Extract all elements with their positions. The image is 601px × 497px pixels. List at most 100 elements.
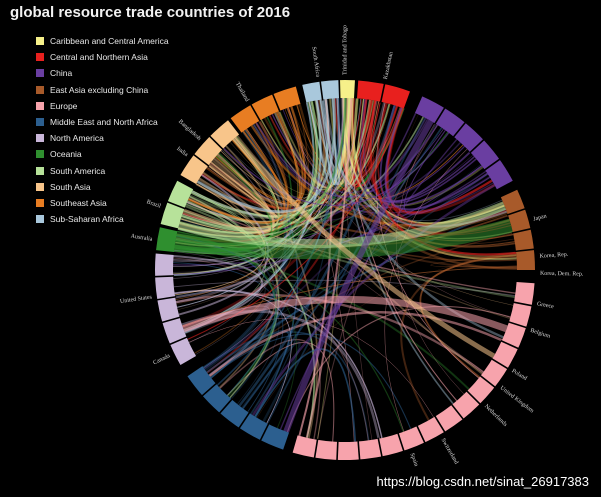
region-arc: [156, 227, 178, 253]
region-arc: [356, 80, 410, 109]
trade-ribbon: [208, 311, 503, 377]
arc-divider: [161, 316, 181, 324]
trade-ribbon-major: [283, 119, 434, 433]
watermark: https://blog.csdn.net/sinat_26917383: [376, 474, 590, 489]
trade-ribbon: [191, 145, 465, 223]
trade-ribbon: [251, 184, 496, 416]
legend-item: Caribbean and Central America: [36, 33, 169, 49]
arcs-layer: [154, 80, 536, 461]
legend-swatch: [36, 118, 44, 127]
trade-ribbon: [269, 115, 515, 245]
legend-item: Central and Northern Asia: [36, 49, 169, 65]
trade-ribbon: [286, 305, 511, 433]
trade-ribbon: [210, 173, 489, 379]
region-arc: [340, 80, 355, 99]
country-label: Kazakhstan: [383, 51, 395, 80]
trade-ribbon: [236, 135, 483, 375]
trade-ribbon: [209, 142, 461, 213]
country-label: South Africa: [310, 46, 321, 78]
trade-ribbon: [198, 178, 279, 389]
trade-ribbon: [220, 101, 318, 201]
legend-label: China: [50, 68, 73, 79]
legend-swatch: [36, 69, 44, 78]
legend-item: Middle East and North Africa: [36, 114, 169, 130]
country-label: Greece: [536, 301, 554, 310]
arc-divider: [379, 83, 386, 103]
country-label: United States: [120, 294, 153, 305]
region-arc: [414, 96, 513, 190]
arc-divider: [479, 374, 497, 389]
legend-label: Oceania: [50, 149, 82, 160]
trade-ribbon-major: [182, 295, 508, 333]
country-label: Spain: [409, 452, 419, 467]
trade-ribbon: [207, 161, 279, 218]
arc-divider: [259, 422, 270, 442]
trade-ribbon: [266, 117, 426, 424]
country-label: Belgium: [529, 328, 551, 340]
arc-divider: [201, 382, 218, 397]
country-label: Netherlands: [483, 404, 508, 429]
legend-item: South America: [36, 163, 169, 179]
chart-title: global resource trade countries of 2016: [10, 4, 291, 21]
trade-ribbon: [174, 290, 292, 424]
region-arc: [302, 80, 339, 103]
arc-divider: [377, 437, 383, 458]
arc-divider: [319, 80, 324, 101]
legend: Caribbean and Central America Central and…: [36, 33, 169, 227]
trade-ribbon: [242, 127, 443, 410]
legend-swatch: [36, 37, 44, 46]
country-label: India: [175, 146, 189, 158]
arc-divider: [469, 138, 485, 154]
arc-divider: [166, 200, 186, 210]
legend-label: North America: [50, 133, 104, 144]
trade-ribbon: [177, 98, 345, 308]
region-arc: [160, 180, 194, 229]
trade-ribbon: [175, 111, 298, 300]
trade-ribbon: [185, 116, 424, 225]
trade-ribbon: [176, 98, 329, 308]
legend-label: South Asia: [50, 181, 91, 192]
arc-divider: [156, 295, 177, 301]
arc-divider: [192, 153, 210, 167]
legend-swatch: [36, 198, 44, 207]
trade-ribbon: [246, 129, 494, 217]
legend-item: South Asia: [36, 179, 169, 195]
trade-ribbon: [296, 104, 464, 200]
legend-swatch: [36, 215, 44, 224]
trade-ribbon: [226, 341, 335, 442]
trade-ribbon: [384, 148, 468, 432]
arc-divider: [313, 438, 319, 459]
trade-ribbon: [223, 132, 450, 206]
region-arc: [180, 120, 240, 184]
trade-ribbon: [430, 254, 517, 268]
legend-swatch: [36, 150, 44, 159]
region-arc: [230, 86, 301, 133]
arc-divider: [507, 320, 528, 329]
arc-divider: [416, 424, 426, 444]
legend-swatch: [36, 166, 44, 175]
legend-item: North America: [36, 130, 169, 146]
trade-ribbon: [204, 164, 481, 370]
arc-divider: [511, 227, 532, 234]
arc-divider: [512, 301, 533, 307]
trade-ribbon: [181, 101, 319, 230]
arc-divider: [452, 121, 467, 138]
trade-ribbon: [268, 105, 398, 192]
trade-ribbon: [222, 111, 302, 202]
country-label: Korea, Rep.: [539, 252, 569, 260]
legend-label: Southeast Asia: [50, 197, 107, 208]
trade-ribbon: [186, 201, 516, 294]
trade-ribbon: [316, 124, 438, 440]
trade-ribbon: [298, 100, 329, 188]
arc-divider: [357, 440, 361, 461]
legend-label: Europe: [50, 100, 78, 111]
arc-divider: [218, 398, 233, 415]
trade-ribbon: [419, 254, 517, 378]
arc-divider: [336, 440, 339, 461]
legend-item: Southeast Asia: [36, 195, 169, 211]
trade-ribbon: [187, 200, 316, 438]
arc-divider: [450, 403, 465, 421]
country-label: Japan: [533, 213, 548, 222]
arc-divider: [490, 357, 509, 370]
legend-swatch: [36, 101, 44, 110]
